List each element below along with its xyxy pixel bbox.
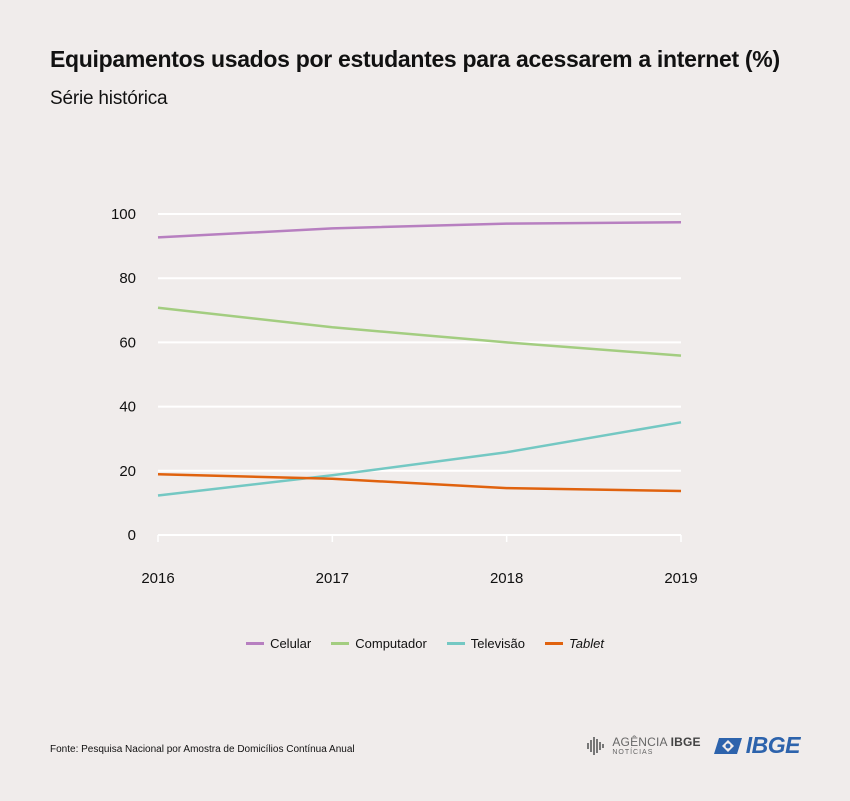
legend-label: Tablet bbox=[569, 636, 604, 651]
legend-item-celular: Celular bbox=[246, 636, 311, 651]
x-tick-label: 2017 bbox=[316, 570, 349, 587]
chart-legend: Celular Computador Televisão Tablet bbox=[0, 636, 850, 651]
agencia-brand: IBGE bbox=[670, 734, 701, 749]
series-line-televisao bbox=[157, 421, 682, 497]
y-tick-label: 100 bbox=[111, 206, 136, 223]
source-note: Fonte: Pesquisa Nacional por Amostra de … bbox=[50, 744, 355, 755]
series-line-celular bbox=[157, 221, 682, 239]
legend-item-computador: Computador bbox=[331, 636, 427, 651]
series-line-tablet bbox=[157, 473, 682, 493]
agencia-sub: NOTÍCIAS bbox=[612, 748, 654, 756]
legend-item-televisao: Televisão bbox=[446, 636, 525, 651]
series-line-computador bbox=[157, 306, 682, 357]
agencia-label: AGÊNCIA bbox=[612, 734, 668, 749]
x-tick-label: 2019 bbox=[664, 570, 697, 587]
y-tick-label: 0 bbox=[128, 527, 136, 544]
legend-label: Televisão bbox=[470, 636, 525, 651]
legend-swatch bbox=[545, 642, 563, 645]
legend-swatch bbox=[246, 642, 265, 645]
agencia-ibge-logo: AGÊNCIA IBGE NOTÍCIAS bbox=[587, 734, 701, 756]
legend-swatch bbox=[331, 642, 350, 645]
agencia-mark-icon bbox=[587, 736, 605, 755]
ibge-logo: IBGE bbox=[713, 732, 801, 759]
y-tick-label: 20 bbox=[119, 463, 136, 480]
x-tick-label: 2018 bbox=[490, 570, 523, 587]
y-tick-label: 60 bbox=[119, 334, 136, 351]
footer-logos: AGÊNCIA IBGE NOTÍCIAS IBGE bbox=[587, 732, 801, 759]
x-tick-label: 2016 bbox=[141, 570, 174, 587]
legend-swatch bbox=[446, 642, 465, 645]
legend-label: Celular bbox=[270, 636, 312, 651]
ibge-mark-icon bbox=[713, 737, 742, 754]
chart-title: Equipamentos usados por estudantes para … bbox=[50, 46, 780, 72]
legend-item-tablet: Tablet bbox=[545, 636, 604, 651]
y-tick-label: 40 bbox=[119, 399, 136, 416]
chart-subtitle: Série histórica bbox=[50, 88, 168, 109]
y-tick-label: 80 bbox=[119, 270, 136, 287]
ibge-wordmark: IBGE bbox=[745, 732, 801, 758]
legend-label: Computador bbox=[355, 636, 427, 651]
